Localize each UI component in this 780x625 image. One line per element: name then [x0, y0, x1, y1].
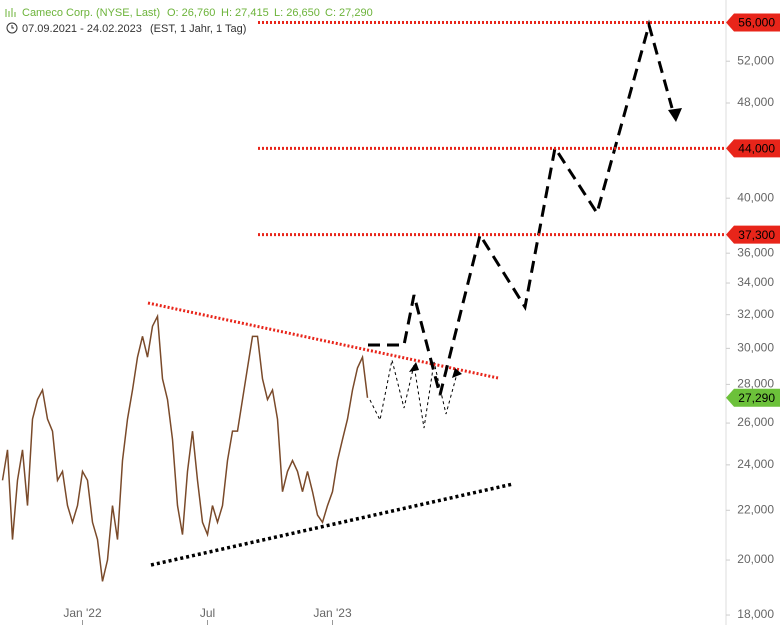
- clock-icon: [6, 22, 18, 34]
- price-tag-label: 56,000: [738, 16, 775, 30]
- price-tag-label: 27,290: [738, 391, 775, 405]
- y-tick-label: 26,000: [737, 415, 774, 429]
- support-trendline: [150, 482, 514, 567]
- y-tick-label: 48,000: [737, 95, 774, 109]
- low: L: 26,650: [274, 7, 320, 19]
- title: Cameco Corp. (NYSE, Last): [22, 7, 160, 19]
- price-tag: [726, 13, 780, 32]
- y-tick-label: 22,000: [737, 502, 774, 516]
- arrow-head: [668, 108, 682, 122]
- scenario-minor: [369, 359, 459, 429]
- header: Cameco Corp. (NYSE, Last) O: 26,760 H: 2…: [5, 7, 373, 35]
- clock-hand: [11, 25, 14, 29]
- open: O: 26,760: [167, 7, 215, 19]
- price-tag-label: 44,000: [738, 142, 775, 156]
- scenario-major: [368, 19, 674, 396]
- y-tick-label: 32,000: [737, 307, 774, 321]
- high: H: 27,415: [221, 7, 269, 19]
- y-tick-label: 20,000: [737, 552, 774, 566]
- y-tick-label: 36,000: [737, 245, 774, 259]
- x-tick-label: Jul: [200, 606, 215, 620]
- chart-icon: [5, 8, 16, 17]
- arrow-head: [409, 362, 419, 372]
- y-tick-label: 40,000: [737, 190, 774, 204]
- price-tag: [726, 388, 780, 407]
- y-tick-label: 34,000: [737, 275, 774, 289]
- y-tick-label: 18,000: [737, 607, 774, 621]
- y-tick-label: 30,000: [737, 341, 774, 355]
- price-tag: [726, 225, 780, 244]
- x-tick-label: Jan '23: [313, 606, 352, 620]
- price-tag: [726, 139, 780, 158]
- arrow-head: [452, 368, 462, 378]
- price-tag-label: 37,300: [738, 228, 775, 242]
- x-tick-label: Jan '22: [63, 606, 102, 620]
- y-tick-label: 24,000: [737, 457, 774, 471]
- info: (EST, 1 Jahr, 1 Tag): [150, 23, 246, 35]
- date-range: 07.09.2021 - 24.02.2023: [22, 23, 142, 35]
- y-tick-label: 28,000: [737, 377, 774, 391]
- resistance-trendline: [147, 301, 499, 380]
- close: C: 27,290: [325, 7, 373, 19]
- y-tick-label: 52,000: [737, 53, 774, 67]
- price-line: [1, 313, 369, 582]
